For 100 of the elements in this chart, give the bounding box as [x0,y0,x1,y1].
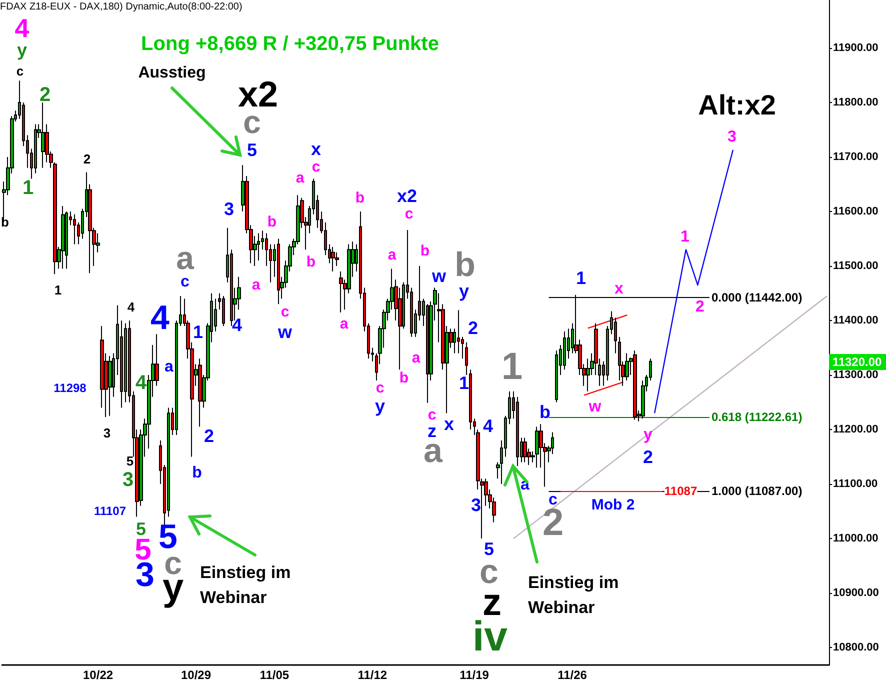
text: 11320.00 [832,355,882,369]
annotation: 3 [122,469,134,491]
candlestick [277,238,280,305]
annotation: b [192,464,202,482]
x-tick-label: 11/26 [558,668,588,682]
annotation: 5 [126,454,134,468]
y-tick-label: 11700.00 [833,150,878,163]
x-tick-label: 11/19 [460,668,490,682]
annotation: 2 [696,298,705,316]
candlestick [633,350,637,420]
candlestick [108,355,112,416]
y-tick-label: 11900.00 [833,42,878,54]
annotation: 2 [204,426,214,446]
annotation: c [428,406,436,424]
annotation: 3 [728,128,737,146]
annotation: Einstieg im Webinar [200,563,296,607]
y-tick-label: 11200.00 [833,424,878,436]
annotation: b [306,254,316,270]
annotation: b [399,370,409,386]
annotation: 1 [22,177,34,199]
candlestick [198,358,202,428]
annotation: b [420,242,430,260]
annotation: 5 [484,539,494,559]
annotation: b [540,402,550,422]
candlestick [339,270,343,313]
annotation: Alt:x2 [698,90,776,120]
annotation: a [164,358,174,376]
annotation: Mob 2 [591,496,635,514]
annotation: c [404,206,414,222]
x-tick-label: 10/29 [180,668,212,682]
ref-line-label: 0.000 (11442.00) [711,290,802,305]
annotation: c [376,380,384,396]
candlestick [61,206,65,270]
annotation: c [312,158,320,176]
annotation: 3 [470,495,482,515]
annotation: 2 [39,84,51,106]
annotation: z [428,421,436,441]
annotation: y [16,40,28,60]
annotation: 4 [482,416,494,436]
candlestick [222,295,225,326]
annotation: x [310,139,322,159]
x-tick-label: 11/05 [260,668,290,682]
annotation: x2 [238,74,278,114]
annotation: 4 [135,372,148,394]
y-tick-label: 10900.00 [833,587,879,600]
annotation: b [355,190,365,206]
annotation: b [454,246,476,284]
annotation: x2 [396,186,418,206]
annotation: c [16,64,24,78]
y-tick-label: 11800.00 [833,96,878,108]
annotation: 1 [54,282,62,298]
annotation: a [296,170,305,186]
annotation: 1 [680,228,690,246]
annotation: 1 [192,322,204,342]
candlestick [73,214,76,245]
annotation: 1 [576,268,586,288]
annotation: c [180,274,190,290]
annotation: a [412,350,421,366]
annotation: w [430,266,447,286]
annotation: Einstieg im Webinar [528,573,624,617]
y-tick-label: 11100.00 [833,478,878,490]
y-tick-label: 11300.00 [833,369,878,382]
annotation: w [588,398,602,416]
candlestick [331,246,335,272]
annotation: 11107 [94,504,126,518]
annotation: a [252,276,261,294]
annotation: a [388,246,397,264]
annotation: y [644,426,653,444]
annotation: w [276,322,293,342]
y-tick-label: 11600.00 [833,205,878,218]
annotation: y [458,281,470,301]
annotation: 2 [83,152,91,166]
annotation: Ausstieg [138,64,206,82]
annotation: a [340,316,349,332]
annotation: y [374,396,386,416]
annotation: 1 [458,373,470,393]
annotation: x [444,414,454,434]
x-tick-label: 10/22 [83,668,114,682]
y-tick-label: 11500.00 [833,260,878,272]
y-tick-label: 11000.00 [833,532,878,545]
annotation: 2 [642,447,654,467]
x-tick-label: 11/12 [358,668,388,682]
annotation: 4 [150,299,170,337]
annotation: 3 [103,426,111,440]
annotation: z [482,582,502,624]
ref-line-label: 0.618 (11222.61) [711,410,802,424]
annotation: 4 [232,315,242,335]
candlestick [523,437,527,463]
annotation: 5 [246,140,258,160]
y-tick-label: 10800.00 [833,642,879,654]
annotation: 4 [14,13,30,43]
annotation: x [614,280,624,298]
annotation: 3 [224,199,234,219]
y-tick-label: 11400.00 [833,314,878,327]
annotation: b [267,214,277,230]
candlestick [465,342,468,376]
annotation: 1 [501,346,523,388]
candlestick [41,102,45,168]
annotation: 4 [127,300,136,314]
ref-line-label: 11087 [664,484,698,498]
